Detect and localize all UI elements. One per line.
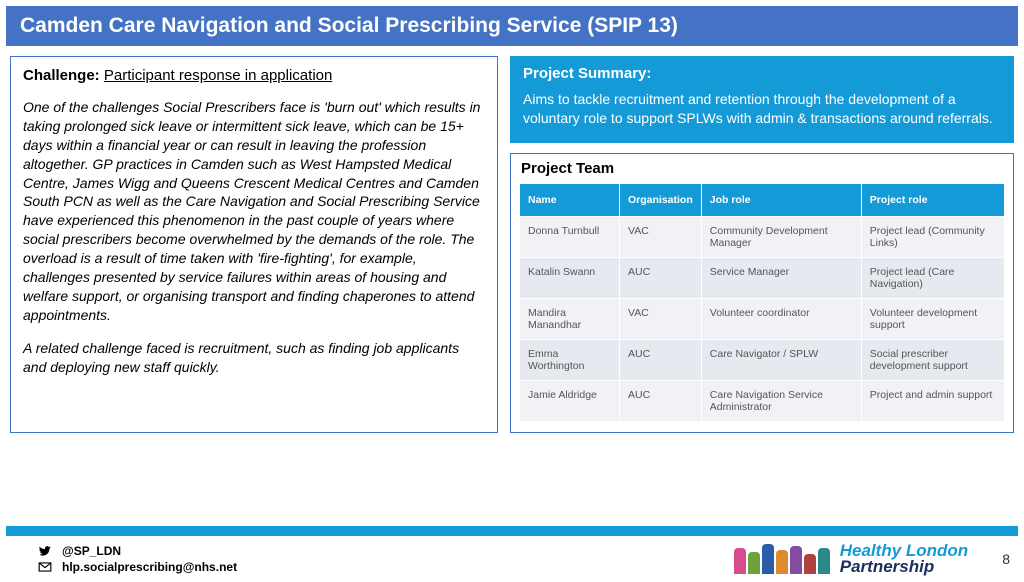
- footer: @SP_LDN hlp.socialprescribing@nhs.net He…: [0, 526, 1024, 582]
- table-row: Donna TurnbullVACCommunity Development M…: [520, 216, 1005, 257]
- twitter-handle: @SP_LDN: [62, 544, 121, 558]
- twitter-icon: [38, 544, 54, 558]
- table-cell: VAC: [620, 216, 702, 257]
- footer-bar: [6, 526, 1018, 536]
- table-cell: AUC: [620, 380, 702, 421]
- person-figure: [734, 548, 746, 574]
- team-table: Name Organisation Job role Project role …: [519, 183, 1005, 422]
- col-organisation: Organisation: [620, 183, 702, 216]
- challenge-panel: Challenge: Participant response in appli…: [10, 56, 498, 433]
- page-number: 8: [1002, 551, 1010, 567]
- table-cell: Donna Turnbull: [520, 216, 620, 257]
- logo-line-2: Partnership: [840, 559, 968, 575]
- summary-body: Aims to tackle recruitment and retention…: [523, 90, 1001, 128]
- email-line: hlp.socialprescribing@nhs.net: [38, 560, 237, 574]
- table-header-row: Name Organisation Job role Project role: [520, 183, 1005, 216]
- person-figure: [762, 544, 774, 574]
- table-cell: Katalin Swann: [520, 257, 620, 298]
- table-cell: Care Navigation Service Administrator: [701, 380, 861, 421]
- table-cell: Emma Worthington: [520, 339, 620, 380]
- person-figure: [804, 554, 816, 574]
- table-row: Mandira ManandharVACVolunteer coordinato…: [520, 298, 1005, 339]
- project-summary: Project Summary: Aims to tackle recruitm…: [510, 56, 1014, 143]
- challenge-para-2: A related challenge faced is recruitment…: [23, 339, 485, 377]
- content-area: Challenge: Participant response in appli…: [0, 46, 1024, 433]
- table-cell: Social prescriber development support: [861, 339, 1004, 380]
- table-cell: Mandira Manandhar: [520, 298, 620, 339]
- table-cell: AUC: [620, 339, 702, 380]
- challenge-heading: Challenge: Participant response in appli…: [23, 67, 485, 84]
- person-figure: [818, 548, 830, 574]
- col-job-role: Job role: [701, 183, 861, 216]
- team-heading: Project Team: [519, 160, 1005, 183]
- summary-heading: Project Summary:: [523, 65, 1001, 82]
- table-cell: Volunteer development support: [861, 298, 1004, 339]
- person-figure: [748, 552, 760, 574]
- logo-area: Healthy London Partnership 8: [734, 543, 1010, 575]
- twitter-line: @SP_LDN: [38, 544, 237, 558]
- hlp-logo: Healthy London Partnership: [840, 543, 968, 575]
- table-cell: AUC: [620, 257, 702, 298]
- challenge-label: Challenge:: [23, 67, 100, 84]
- table-cell: Jamie Aldridge: [520, 380, 620, 421]
- right-panel: Project Summary: Aims to tackle recruitm…: [510, 56, 1014, 433]
- table-row: Katalin SwannAUCService ManagerProject l…: [520, 257, 1005, 298]
- email-address: hlp.socialprescribing@nhs.net: [62, 560, 237, 574]
- table-row: Jamie AldridgeAUCCare Navigation Service…: [520, 380, 1005, 421]
- challenge-body: One of the challenges Social Prescribers…: [23, 98, 485, 376]
- envelope-icon: [38, 560, 54, 574]
- contacts: @SP_LDN hlp.socialprescribing@nhs.net: [38, 542, 237, 576]
- person-figure: [790, 546, 802, 574]
- col-project-role: Project role: [861, 183, 1004, 216]
- footer-row: @SP_LDN hlp.socialprescribing@nhs.net He…: [0, 536, 1024, 582]
- table-cell: Project lead (Community Links): [861, 216, 1004, 257]
- table-cell: Project lead (Care Navigation): [861, 257, 1004, 298]
- people-graphic: [734, 544, 830, 574]
- col-name: Name: [520, 183, 620, 216]
- person-figure: [776, 550, 788, 574]
- page-title: Camden Care Navigation and Social Prescr…: [6, 6, 1018, 46]
- table-cell: Volunteer coordinator: [701, 298, 861, 339]
- table-cell: Care Navigator / SPLW: [701, 339, 861, 380]
- table-cell: VAC: [620, 298, 702, 339]
- table-cell: Project and admin support: [861, 380, 1004, 421]
- table-row: Emma WorthingtonAUCCare Navigator / SPLW…: [520, 339, 1005, 380]
- project-team: Project Team Name Organisation Job role …: [510, 153, 1014, 433]
- challenge-para-1: One of the challenges Social Prescribers…: [23, 98, 485, 325]
- table-cell: Community Development Manager: [701, 216, 861, 257]
- table-cell: Service Manager: [701, 257, 861, 298]
- challenge-subtitle: Participant response in application: [104, 67, 332, 84]
